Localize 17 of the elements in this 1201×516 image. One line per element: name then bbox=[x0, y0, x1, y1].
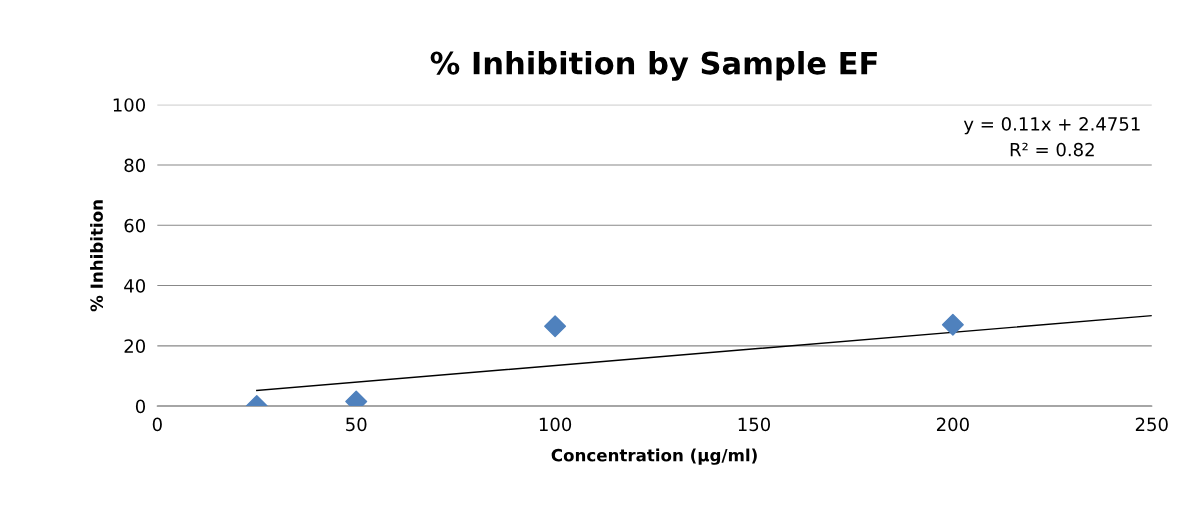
x-tick-label: 200 bbox=[936, 417, 969, 432]
x-tick-label: 0 bbox=[152, 417, 162, 432]
y-tick-label: 100 bbox=[113, 98, 146, 112]
y-tick-label: 60 bbox=[124, 218, 146, 233]
annotation: R² = 0.82 bbox=[1010, 142, 1094, 157]
y-tick-label: 0 bbox=[135, 399, 146, 414]
y-tick-label: 40 bbox=[124, 279, 146, 293]
x-tick-label: 150 bbox=[738, 417, 771, 432]
x-tick-label: 100 bbox=[539, 417, 572, 432]
chart-title: % Inhibition by Sample EF bbox=[430, 50, 877, 81]
y-axis-title: % Inhibition bbox=[90, 200, 103, 312]
x-tick-label: 50 bbox=[346, 417, 367, 432]
x-axis-title: Concentration (µg/ml) bbox=[551, 448, 757, 465]
y-tick-label: 80 bbox=[124, 158, 146, 173]
annotation: y = 0.11x + 2.4751 bbox=[963, 117, 1140, 135]
x-tick-label: 250 bbox=[1135, 417, 1168, 432]
y-tick-label: 20 bbox=[124, 339, 146, 353]
